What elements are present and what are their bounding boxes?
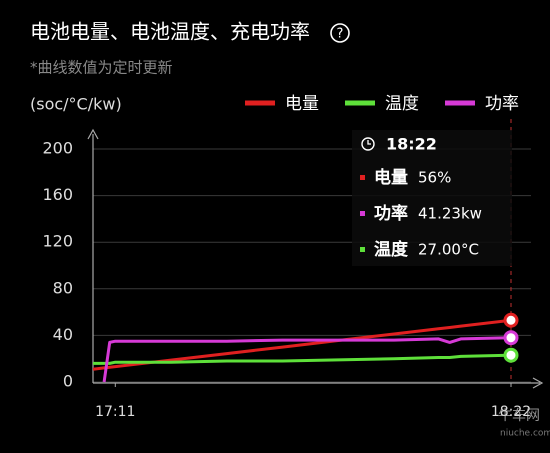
tooltip-label: 电量 bbox=[374, 167, 408, 188]
end-point bbox=[503, 312, 519, 328]
tooltip-value: 27.00°C bbox=[418, 241, 479, 259]
tooltip-marker bbox=[360, 211, 365, 216]
tooltip: 18:22 电量 56% 功率 41.23kw 温度 27.00°C bbox=[352, 130, 512, 266]
legend-label: 功率 bbox=[485, 94, 519, 114]
help-icon[interactable]: ? bbox=[330, 23, 350, 43]
y-tick-label: 160 bbox=[42, 185, 73, 204]
end-point bbox=[503, 330, 519, 346]
chart-title: 电池电量、电池温度、充电功率 bbox=[30, 20, 310, 44]
tooltip-value: 56% bbox=[418, 169, 451, 187]
y-tick-label: 80 bbox=[53, 278, 73, 297]
y-tick-label: 120 bbox=[42, 232, 73, 251]
tooltip-marker bbox=[360, 247, 365, 252]
y-tick-label: 40 bbox=[53, 325, 73, 344]
y-tick-label: 0 bbox=[63, 372, 73, 391]
legend: 电量 温度 功率 bbox=[245, 94, 519, 114]
watermark-site: niuche.com bbox=[500, 429, 550, 439]
series-line bbox=[93, 353, 512, 365]
tooltip-time: 18:22 bbox=[386, 135, 437, 154]
tooltip-label: 温度 bbox=[374, 239, 409, 260]
tooltip-value: 41.23kw bbox=[418, 205, 482, 223]
tooltip-label: 功率 bbox=[374, 203, 408, 224]
watermark-name: 牛车网 bbox=[498, 407, 540, 424]
clock-icon bbox=[361, 137, 375, 151]
x-tick-label: 18:22 bbox=[491, 404, 531, 420]
x-tick-label: 17:11 bbox=[95, 404, 135, 420]
chart-subtitle: *曲线数值为定时更新 bbox=[30, 59, 173, 77]
watermark: 牛车网 niuche.com bbox=[498, 407, 550, 439]
plot bbox=[92, 312, 519, 383]
clock-hands bbox=[367, 140, 371, 145]
legend-label: 电量 bbox=[285, 94, 319, 114]
tooltip-box bbox=[352, 130, 512, 266]
series-line bbox=[92, 318, 512, 371]
series-line bbox=[102, 336, 512, 383]
x-axis-arrow bbox=[532, 377, 544, 389]
tooltip-marker bbox=[360, 175, 365, 180]
svg-text:?: ? bbox=[337, 27, 344, 42]
end-point bbox=[503, 347, 519, 363]
y-axis-arrow bbox=[87, 128, 99, 140]
legend-label: 温度 bbox=[385, 94, 419, 114]
y-tick-label: 200 bbox=[42, 139, 73, 158]
y-axis-label: (soc/°C/kw) bbox=[30, 95, 122, 114]
